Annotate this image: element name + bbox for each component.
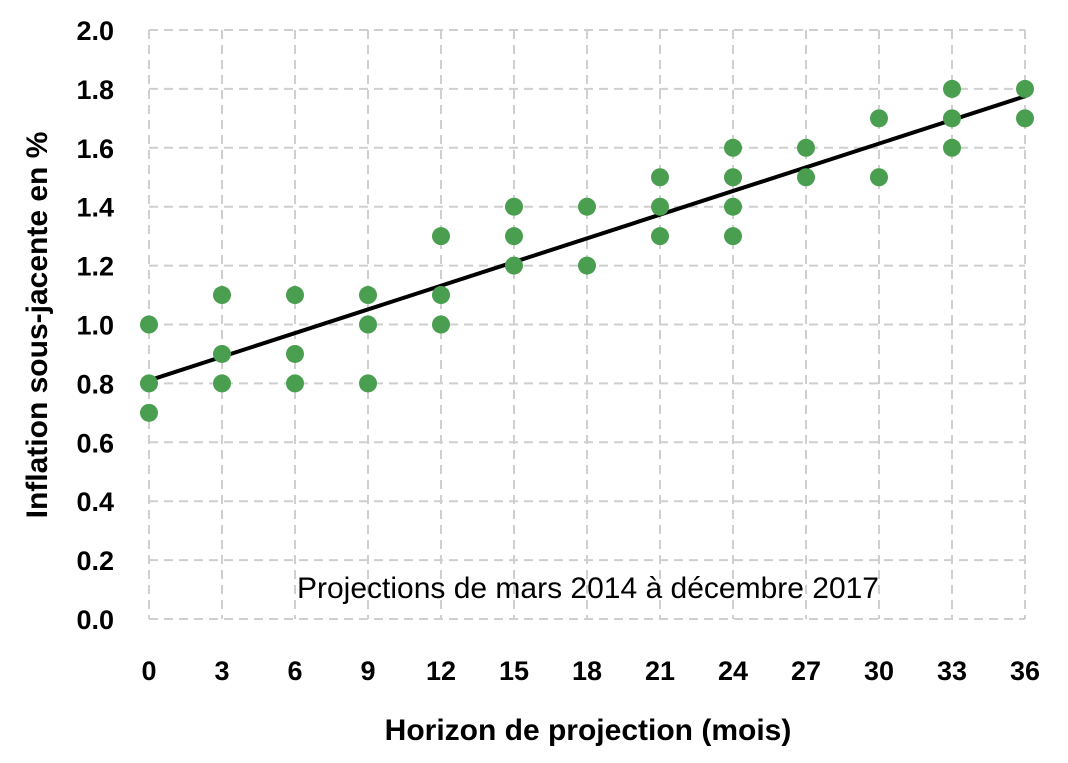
data-point xyxy=(213,286,231,305)
data-point xyxy=(432,286,450,305)
data-point xyxy=(359,374,377,393)
data-point xyxy=(651,227,669,246)
x-tick-label: 3 xyxy=(214,656,229,686)
data-point xyxy=(797,168,815,187)
y-tick-label: 1.0 xyxy=(76,311,114,341)
data-point xyxy=(432,227,450,246)
y-tick-label: 0.8 xyxy=(76,369,114,399)
x-tick-label: 18 xyxy=(572,656,602,686)
data-point xyxy=(359,286,377,305)
data-point xyxy=(213,374,231,393)
data-point xyxy=(870,109,888,128)
x-tick-label: 9 xyxy=(360,656,375,686)
x-tick-label: 15 xyxy=(499,656,529,686)
data-point xyxy=(213,344,231,363)
x-tick-label: 36 xyxy=(1010,656,1040,686)
data-point xyxy=(797,138,815,157)
x-tick-labels: 0 3 6 9 12 15 18 21 24 27 30 33 36 xyxy=(141,656,1040,686)
data-point xyxy=(286,286,304,305)
grid xyxy=(148,29,1026,620)
data-point xyxy=(651,197,669,216)
data-point xyxy=(724,138,742,157)
data-point xyxy=(578,197,596,216)
y-tick-label: 0.4 xyxy=(76,487,114,517)
trendline xyxy=(147,94,1027,383)
y-tick-label: 1.8 xyxy=(76,75,114,105)
y-tick-label: 2.0 xyxy=(76,16,114,46)
chart-annotation: Projections de mars 2014 à décembre 2017 xyxy=(297,572,879,605)
x-tick-label: 6 xyxy=(287,656,302,686)
data-point xyxy=(286,374,304,393)
x-tick-label: 24 xyxy=(718,656,748,686)
x-tick-label: 30 xyxy=(864,656,894,686)
x-tick-label: 21 xyxy=(645,656,675,686)
data-point xyxy=(1016,109,1034,128)
y-tick-label: 0.2 xyxy=(76,546,114,576)
data-point xyxy=(651,168,669,187)
x-tick-label: 33 xyxy=(937,656,967,686)
y-tick-label: 1.6 xyxy=(76,134,114,164)
data-point xyxy=(724,197,742,216)
data-point xyxy=(724,227,742,246)
trendline-group xyxy=(147,94,1027,383)
y-tick-labels: 0.0 0.2 0.4 0.6 0.8 1.0 1.2 1.4 1.6 1.8 2.0 xyxy=(76,16,114,635)
data-point xyxy=(943,138,961,157)
data-point xyxy=(1016,79,1034,98)
data-point xyxy=(140,374,158,393)
x-tick-label: 0 xyxy=(141,656,156,686)
y-axis-title: Inflation sous-jacente en % xyxy=(21,132,54,519)
x-tick-label: 27 xyxy=(791,656,821,686)
data-point xyxy=(505,227,523,246)
data-point xyxy=(505,197,523,216)
y-tick-label: 0.6 xyxy=(76,428,114,458)
y-tick-label: 1.4 xyxy=(76,193,114,223)
data-point xyxy=(359,315,377,334)
y-tick-label: 0.0 xyxy=(76,605,114,635)
data-point xyxy=(943,79,961,98)
data-point xyxy=(140,403,158,422)
data-point xyxy=(724,168,742,187)
x-tick-label: 12 xyxy=(426,656,456,686)
data-point xyxy=(870,168,888,187)
data-point xyxy=(140,315,158,334)
data-points xyxy=(140,79,1034,422)
data-point xyxy=(943,109,961,128)
data-point xyxy=(505,256,523,275)
data-point xyxy=(578,256,596,275)
data-point xyxy=(432,315,450,334)
y-tick-label: 1.2 xyxy=(76,252,114,282)
x-axis-title: Horizon de projection (mois) xyxy=(385,714,792,747)
data-point xyxy=(286,344,304,363)
